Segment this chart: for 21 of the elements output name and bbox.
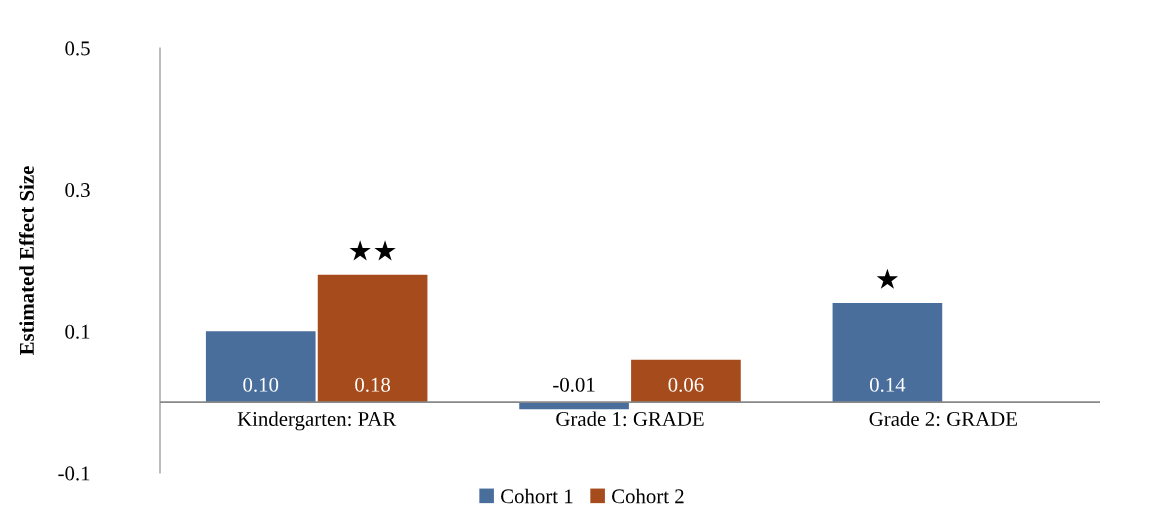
x-tick-label: Grade 1: GRADE <box>556 411 704 427</box>
y-tick-label: 0.5 <box>65 41 90 56</box>
data-label: 0.14 <box>869 377 906 392</box>
annotation: ★★ <box>349 240 396 261</box>
annotation: ★ <box>876 268 899 289</box>
y-tick-label: 0.3 <box>65 183 90 198</box>
bar <box>317 274 428 403</box>
bar <box>205 331 316 403</box>
x-tick-label: Grade 2: GRADE <box>869 411 1017 427</box>
legend-label: Cohort 2 <box>612 488 684 504</box>
data-label: 0.18 <box>355 377 391 392</box>
data-label: -0.01 <box>553 377 595 392</box>
bar <box>631 359 741 403</box>
legend-label: Cohort 1 <box>501 488 573 504</box>
y-tick-label: 0.1 <box>65 324 90 339</box>
x-tick-label: Kindergarten: PAR <box>237 411 397 431</box>
data-label: 0.06 <box>668 377 704 392</box>
y-axis-title: Estimated Effect Size <box>19 166 34 356</box>
y-tick-label: -0.1 <box>58 466 90 481</box>
bar <box>832 303 943 403</box>
data-label: 0.10 <box>243 377 279 392</box>
